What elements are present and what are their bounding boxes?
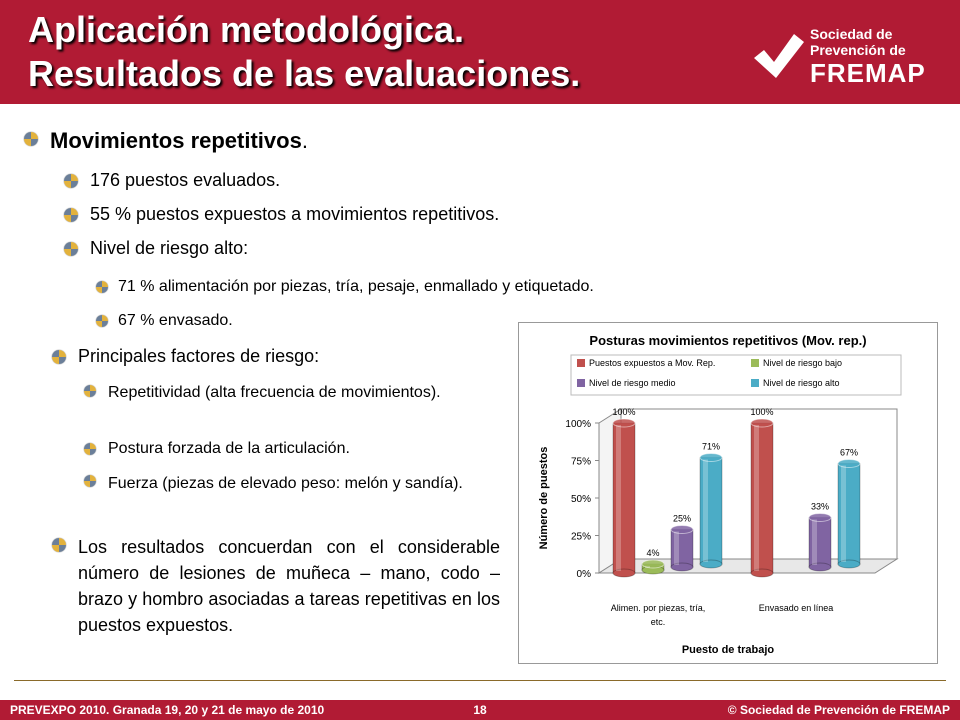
chart-panel: Posturas movimientos repetitivos (Mov. r…: [518, 322, 938, 664]
conclusion-item: Los resultados concuerdan con el conside…: [52, 534, 500, 638]
bar-top: [641, 559, 665, 569]
factor-text: Fuerza (piezas de elevado peso: melón y …: [108, 475, 463, 492]
bar-base: [837, 559, 861, 569]
list-item: 176 puestos evaluados.: [64, 170, 280, 191]
list-item: Nivel de riesgo alto:: [64, 238, 248, 259]
data-label: 33%: [811, 502, 829, 512]
bar-top: [808, 513, 832, 522]
legend-entry: Nivel de riesgo alto: [763, 378, 840, 388]
list-item-text: Nivel de riesgo alto:: [90, 238, 249, 258]
legend-swatch: [577, 359, 585, 367]
bullet-icon: [64, 174, 78, 188]
bullet-icon: [96, 281, 108, 293]
check-mark-icon: [754, 34, 804, 78]
bar-chart: Posturas movimientos repetitivos (Mov. r…: [538, 333, 902, 656]
data-label: 100%: [750, 407, 773, 417]
x-tick-label: Envasado en línea: [759, 603, 834, 613]
bar-top: [750, 418, 774, 428]
sub-list-item: 67 % envasado.: [96, 312, 233, 330]
factors-heading: Principales factores de riesgo:: [52, 346, 319, 367]
footer-copyright: © Sociedad de Prevención de FREMAP: [727, 703, 950, 717]
logo-text-line-2: Prevención de: [810, 42, 906, 58]
bar-top: [837, 459, 861, 468]
list-item-text: 55 % puestos expuestos a movimientos rep…: [90, 204, 500, 224]
sub-list-item: 71 % alimentación por piezas, tría, pesa…: [96, 278, 594, 296]
logo-text-line-1: Sociedad de: [810, 26, 893, 42]
bar-base: [670, 562, 694, 572]
bullet-icon: [84, 385, 96, 397]
conclusion-text: Los resultados concuerdan con el conside…: [78, 537, 500, 635]
y-tick-label: 75%: [571, 457, 591, 468]
bar-highlight: [674, 531, 679, 565]
factor-item: Postura forzada de la articulación.: [84, 440, 498, 458]
logo-text-line-3: FREMAP: [810, 58, 926, 88]
bar-highlight: [703, 459, 708, 562]
bar-base: [750, 568, 774, 578]
data-label: 100%: [612, 407, 635, 417]
bullet-icon: [52, 538, 66, 552]
bar-highlight: [754, 425, 759, 571]
sub-list-item-text: 67 % envasado.: [118, 312, 233, 329]
list-item: 55 % puestos expuestos a movimientos rep…: [64, 204, 499, 225]
factor-text: Repetitividad (alta frecuencia de movimi…: [108, 384, 441, 401]
legend-swatch: [751, 359, 759, 367]
factor-item: Repetitividad (alta frecuencia de movimi…: [84, 382, 498, 403]
bar-base: [612, 568, 636, 578]
bullet-icon: [84, 475, 96, 487]
bar-top: [699, 453, 723, 462]
fremap-logo: Sociedad de Prevención de FREMAP: [750, 20, 950, 90]
sub-list-item-text: 71 % alimentación por piezas, tría, pesa…: [118, 278, 594, 295]
data-label: 4%: [646, 548, 659, 558]
bar-base: [699, 559, 723, 569]
bar-top: [670, 525, 694, 534]
legend-swatch: [577, 379, 585, 387]
y-tick-label: 25%: [571, 532, 591, 543]
y-tick-label: 50%: [571, 494, 591, 505]
page-number: 18: [473, 703, 487, 717]
bullet-icon: [84, 443, 96, 455]
y-axis-label: Número de puestos: [538, 447, 550, 550]
x-tick-label: Alimen. por piezas, tría,: [611, 603, 706, 613]
bullet-icon: [64, 208, 78, 222]
page-title: Aplicación metodológica. Resultados de l…: [28, 8, 580, 96]
chart-title: Posturas movimientos repetitivos (Mov. r…: [589, 333, 866, 348]
bullet-icon: [96, 315, 108, 327]
list-item-text: 176 puestos evaluados.: [90, 170, 281, 190]
heading-suffix: .: [301, 128, 308, 153]
legend-swatch: [751, 379, 759, 387]
bar-top: [612, 418, 636, 428]
footer-event: PREVEXPO 2010. Granada 19, 20 y 21 de ma…: [10, 703, 325, 717]
footer-bar: [0, 700, 960, 720]
bullet-icon: [64, 242, 78, 256]
data-label: 67%: [840, 448, 858, 458]
bar-highlight: [841, 465, 846, 562]
bullet-icon: [52, 350, 66, 364]
factor-item: Fuerza (piezas de elevado peso: melón y …: [84, 472, 498, 495]
title-line-1: Aplicación metodológica.: [28, 9, 465, 50]
legend-entry: Nivel de riesgo medio: [589, 378, 676, 388]
heading-text: Movimientos repetitivos: [50, 128, 302, 153]
footer-divider: [14, 680, 946, 681]
y-tick-label: 100%: [565, 419, 591, 430]
bullet-icon: [24, 132, 38, 146]
x-axis-label: Puesto de trabajo: [682, 644, 775, 656]
bar-highlight: [645, 566, 650, 568]
x-tick-label: etc.: [651, 617, 666, 627]
legend-entry: Nivel de riesgo bajo: [763, 358, 842, 368]
bar-highlight: [812, 519, 817, 565]
factor-text: Postura forzada de la articulación.: [108, 440, 350, 457]
data-label: 71%: [702, 442, 720, 452]
y-tick-label: 0%: [577, 569, 592, 580]
data-label: 25%: [673, 514, 691, 524]
header-banner: Aplicación metodológica. Resultados de l…: [0, 0, 960, 104]
bar-highlight: [616, 425, 621, 571]
chart-legend: [570, 354, 902, 396]
bar-base: [808, 562, 832, 572]
title-line-2: Resultados de las evaluaciones.: [28, 53, 581, 94]
factors-heading-text: Principales factores de riesgo:: [78, 346, 320, 366]
bullet-heading: Movimientos repetitivos.: [24, 128, 308, 154]
legend-entry: Puestos expuestos a Mov. Rep.: [589, 358, 715, 368]
